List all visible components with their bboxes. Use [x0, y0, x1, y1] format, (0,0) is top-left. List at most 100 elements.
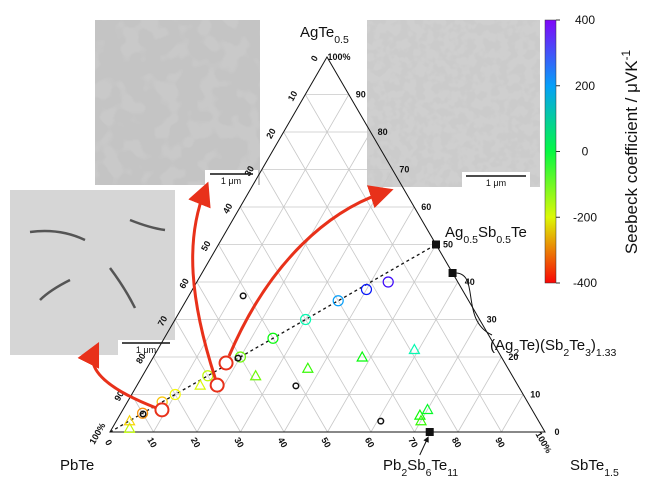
- sample-circle: [202, 370, 214, 382]
- bottom-tick-label: 40: [276, 436, 290, 450]
- sample-circle: [382, 276, 394, 288]
- right-tick-label: 50: [443, 240, 453, 250]
- colorbar: [544, 19, 557, 284]
- left-tick-label: 60: [177, 277, 191, 291]
- right-tick-label: 60: [421, 202, 431, 212]
- callout: [456, 272, 493, 336]
- sample-triangle: [413, 408, 426, 420]
- right-tick-label: 80: [378, 127, 388, 137]
- left-tick-label: 70: [156, 314, 170, 328]
- reference-point: [139, 410, 147, 418]
- sample-triangle: [408, 343, 421, 355]
- right-tick-label: 90: [356, 90, 366, 100]
- left-tick-label: 0: [309, 54, 320, 63]
- left-tick-label: 40: [221, 202, 235, 216]
- subscript: 2: [401, 467, 407, 479]
- micrograph-texture: [29, 218, 166, 309]
- grid-line: [174, 319, 241, 433]
- bottom-tick-label: 0: [103, 438, 114, 447]
- label-text: Sb: [478, 224, 496, 241]
- link-arrow: [188, 181, 217, 379]
- label-text: Seebeck coefficient / μVK: [622, 60, 641, 254]
- tie-line: [109, 243, 437, 433]
- label-text: (Ag: [490, 337, 513, 354]
- highlighted-sample: [209, 377, 225, 393]
- bottom-tick-label: 70: [406, 436, 420, 450]
- sample-triangle: [123, 414, 136, 426]
- sample-circle: [137, 407, 149, 419]
- right-tick-label: 0: [554, 427, 559, 437]
- left-tick-label: 80: [134, 352, 148, 366]
- sample-circle: [360, 283, 373, 296]
- micrographs: 1 μm 1 μm 1 μm: [10, 20, 540, 355]
- link-arrow: [227, 185, 394, 357]
- bottom-tick-label: 90: [493, 436, 507, 450]
- colorbar-tick-label: 400: [575, 13, 595, 27]
- reference-point: [292, 382, 300, 390]
- label-text: Te: [511, 224, 527, 241]
- left-tick-label: 30: [242, 164, 256, 178]
- colorbar-tick-label: -200: [573, 210, 597, 224]
- reference-point: [239, 292, 247, 300]
- label: Pb2Sb6Te11: [383, 457, 458, 479]
- sample-circle: [332, 295, 344, 307]
- sample-triangle: [414, 414, 428, 426]
- right-tick-label: 30: [487, 315, 497, 325]
- label-text: Te: [431, 457, 447, 474]
- subscript: 0.5: [496, 234, 511, 246]
- sample-triangle: [123, 422, 136, 433]
- bottom-tick-label: 20: [189, 436, 203, 450]
- scale-label: 1 μm: [221, 176, 241, 186]
- grid-line: [261, 169, 415, 433]
- right-tick-label: 40: [465, 277, 475, 287]
- label-text: PbTe: [60, 457, 94, 474]
- subscript: 1.33: [596, 347, 617, 359]
- highlighted-sample: [154, 402, 170, 418]
- scale-label: 1 μm: [136, 345, 156, 355]
- reference-point: [234, 354, 242, 362]
- subscript: 11: [447, 467, 458, 479]
- grid-line: [327, 244, 437, 433]
- label-text: SbTe: [570, 457, 604, 474]
- subscript: 3: [585, 347, 591, 359]
- subscript: 2: [563, 347, 569, 359]
- callout: [419, 436, 429, 456]
- bottom-tick-label: 100%: [534, 430, 554, 455]
- label-text: Pb: [383, 457, 401, 474]
- sample-triangle: [194, 378, 207, 390]
- grid-line: [414, 319, 480, 433]
- grid-line: [240, 169, 393, 433]
- label: Seebeck coefficient / μVK-1: [619, 49, 641, 254]
- sample-circle: [169, 388, 181, 401]
- label-text: ): [591, 337, 596, 354]
- superscript: -1: [619, 49, 633, 60]
- micrograph-texture: [367, 20, 540, 187]
- sample-triangle: [249, 369, 262, 381]
- grid-line: [501, 394, 524, 433]
- compound-point: [432, 240, 440, 249]
- label-text: Sb: [407, 457, 425, 474]
- bottom-tick-label: 30: [232, 436, 246, 450]
- label-text: Te)(Sb: [519, 337, 563, 354]
- grid-line: [153, 94, 350, 433]
- right-tick-label: 20: [508, 352, 518, 362]
- label-text: Te: [569, 337, 585, 354]
- subscript: 0.5: [334, 34, 349, 46]
- reference-point: [377, 417, 385, 425]
- label: Ag0.5Sb0.5Te: [445, 224, 527, 246]
- subscript: 0.5: [463, 234, 478, 246]
- left-tick-label: 20: [264, 127, 278, 141]
- right-tick-label: 100%: [327, 52, 350, 62]
- bottom-tick-label: 50: [319, 436, 333, 450]
- highlighted-sample: [218, 355, 234, 371]
- sample-triangle: [301, 362, 314, 373]
- label: PbTe: [60, 457, 94, 474]
- colorbar-tick-label: 200: [575, 79, 595, 93]
- sample-circle: [300, 313, 312, 326]
- label: (Ag2Te)(Sb2Te3)1.33: [490, 337, 617, 359]
- right-tick-label: 70: [399, 165, 409, 175]
- subscript: 2: [513, 347, 519, 359]
- label-text: AgTe: [300, 24, 334, 41]
- bottom-tick-label: 60: [363, 436, 377, 450]
- bottom-tick-label: 10: [145, 436, 159, 450]
